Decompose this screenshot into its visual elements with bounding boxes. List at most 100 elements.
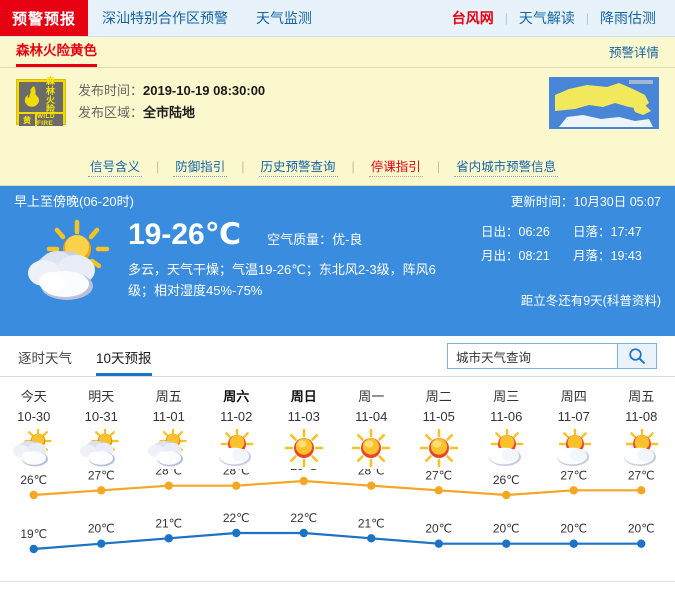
forecast-day-column[interactable]: 周五 11-01 bbox=[135, 387, 203, 471]
forecast-day-column[interactable]: 周四 11-07 bbox=[540, 387, 608, 471]
forecast-day-column[interactable]: 周六 11-02 bbox=[203, 387, 271, 471]
signal-text-line2: 火险 bbox=[46, 96, 56, 116]
sunny-icon bbox=[284, 429, 324, 468]
sunny-icon bbox=[419, 429, 459, 468]
sun-behind-cloud-icon bbox=[624, 429, 659, 466]
alert-link-class-suspension[interactable]: 停课指引 bbox=[368, 156, 423, 177]
sunrise: 日出：06:26 bbox=[481, 220, 573, 244]
today-temp-row: 19-26℃ 空气质量：优-良 bbox=[128, 220, 661, 250]
day-date: 10-31 bbox=[84, 409, 118, 424]
day-name: 周二 bbox=[425, 389, 452, 404]
day-name: 明天 bbox=[88, 389, 115, 404]
alert-link-province-cities[interactable]: 省内城市预警信息 bbox=[454, 156, 559, 177]
nav-item-shenshan[interactable]: 深汕特别合作区预警 bbox=[102, 10, 229, 26]
high-temp-label: 27℃ bbox=[628, 469, 655, 482]
low-temp-point bbox=[502, 539, 511, 548]
partly-cloudy-icon bbox=[14, 216, 124, 304]
low-temp-point bbox=[97, 539, 106, 548]
forecast-day-column[interactable]: 周五 11-08 bbox=[608, 387, 675, 471]
nav-item-typhoon[interactable]: 台风网 bbox=[451, 10, 494, 26]
nav-item-rainfall[interactable]: 降雨估测 bbox=[600, 10, 656, 26]
day-date: 11-05 bbox=[422, 409, 455, 424]
high-temp-point bbox=[29, 490, 38, 500]
tab-ten-day-forecast[interactable]: 10天预报 bbox=[96, 337, 152, 376]
day-name: 周五 bbox=[155, 389, 182, 404]
alert-tab-forest-fire[interactable]: 森林火险黄色 bbox=[16, 39, 97, 67]
partly-cloudy-icon bbox=[12, 429, 52, 467]
forecast-day-column[interactable]: 今天 10-30 bbox=[0, 387, 68, 471]
alert-link-signal-meaning[interactable]: 信号含义 bbox=[88, 156, 143, 177]
today-astronomy: 日出：06:26 日落：17:47 月出：08:21 月落：19:43 距立冬还… bbox=[481, 220, 661, 309]
high-temp-label: 26℃ bbox=[493, 473, 520, 487]
forecast-day-column[interactable]: 明天 10-31 bbox=[68, 387, 136, 471]
air-quality-label: 空气质量： bbox=[267, 232, 333, 247]
low-temp-label: 20℃ bbox=[560, 522, 587, 536]
nav-brand[interactable]: 预警预报 bbox=[0, 0, 89, 36]
flame-icon bbox=[19, 82, 45, 112]
day-date: 11-01 bbox=[152, 409, 185, 424]
link-divider: | bbox=[351, 159, 355, 174]
today-air-quality: 空气质量：优-良 bbox=[267, 229, 362, 248]
high-temp-label: 27℃ bbox=[88, 469, 115, 482]
high-temp-point bbox=[164, 481, 173, 490]
forecast-day-column[interactable]: 周二 11-05 bbox=[405, 387, 473, 471]
alert-detail-link[interactable]: 预警详情 bbox=[608, 46, 659, 60]
low-temp-label: 20℃ bbox=[88, 522, 115, 536]
partly-cloudy-icon bbox=[80, 429, 119, 467]
moonrise-value: 08:21 bbox=[518, 249, 550, 263]
nav-divider: | bbox=[504, 11, 508, 25]
forecast-divider bbox=[0, 376, 675, 377]
low-temp-point bbox=[29, 544, 38, 554]
alert-map-thumbnail[interactable] bbox=[549, 77, 659, 129]
forecast-day-column[interactable]: 周三 11-06 bbox=[473, 387, 541, 471]
season-note[interactable]: 距立冬还有9天(科普资料) bbox=[520, 294, 661, 308]
alert-issue-time-label: 发布时间： bbox=[78, 83, 144, 98]
sunny-icon bbox=[351, 429, 391, 468]
air-quality-value: 优-良 bbox=[332, 232, 363, 247]
nav-item-interpret[interactable]: 天气解读 bbox=[518, 10, 575, 26]
high-temp-point bbox=[367, 481, 376, 490]
moonrise-moonset-row: 月出：08:21 月落：19:43 bbox=[481, 244, 661, 268]
wildfire-warning-icon: 森林 火险 黄 WILD FIRE bbox=[16, 77, 66, 127]
forecast-day-column[interactable]: 周日 11-03 bbox=[270, 387, 338, 471]
sunset-value: 17:47 bbox=[610, 225, 642, 239]
forecast-panel: 逐时天气 10天预报 今天10-30明天10-31周五11-01周六11-02周… bbox=[0, 336, 675, 582]
alert-area-value: 全市陆地 bbox=[143, 105, 196, 120]
alert-body: 森林 火险 黄 WILD FIRE 发布时间：2019-10-19 08:30:… bbox=[0, 67, 675, 129]
sunrise-label: 日出： bbox=[481, 225, 519, 239]
low-temp-label: 22℃ bbox=[223, 511, 250, 525]
day-name: 周一 bbox=[358, 389, 385, 404]
high-temp-label: 27℃ bbox=[425, 469, 452, 482]
sun-behind-cloud-icon bbox=[489, 429, 524, 466]
search-input[interactable] bbox=[447, 343, 617, 369]
moonrise: 月出：08:21 bbox=[481, 244, 573, 268]
today-update: 更新时间：10月30日 05:07 bbox=[511, 191, 661, 210]
low-temp-point bbox=[434, 539, 443, 548]
high-temp-label: 27℃ bbox=[560, 469, 587, 482]
alert-panel: 森林火险黄色 预警详情 森林 火险 bbox=[0, 37, 675, 186]
search-button[interactable] bbox=[617, 343, 657, 369]
today-update-label: 更新时间： bbox=[510, 194, 574, 209]
high-temp-point bbox=[299, 476, 308, 486]
today-info: 19-26℃ 空气质量：优-良 多云，天气干燥；气温19-26℃；东北风2-3级… bbox=[124, 216, 661, 304]
day-name: 周五 bbox=[628, 389, 655, 404]
today-header: 早上至傍晚(06-20时) 更新时间：10月30日 05:07 bbox=[0, 186, 675, 214]
sunrise-sunset-row: 日出：06:26 日落：17:47 bbox=[481, 220, 661, 244]
low-temp-label: 21℃ bbox=[155, 516, 182, 530]
alert-link-history-query[interactable]: 历史预警查询 bbox=[258, 156, 338, 177]
high-temp-point bbox=[569, 486, 578, 495]
low-temp-label: 20℃ bbox=[493, 522, 520, 536]
tab-hourly-weather[interactable]: 逐时天气 bbox=[18, 350, 72, 366]
today-update-value: 10月30日 05:07 bbox=[573, 194, 661, 209]
low-temp-label: 21℃ bbox=[358, 516, 385, 530]
moonset-value: 19:43 bbox=[610, 249, 642, 263]
nav-item-monitor[interactable]: 天气监测 bbox=[256, 10, 313, 26]
day-date: 11-03 bbox=[287, 409, 320, 424]
alert-link-defense-guide[interactable]: 防御指引 bbox=[173, 156, 228, 177]
forecast-day-column[interactable]: 周一 11-04 bbox=[338, 387, 406, 471]
forecast-tab-bar: 逐时天气 10天预报 bbox=[0, 336, 675, 376]
link-divider: | bbox=[156, 159, 160, 174]
city-search bbox=[447, 343, 657, 369]
alert-issue-time: 发布时间：2019-10-19 08:30:00 bbox=[78, 80, 265, 102]
